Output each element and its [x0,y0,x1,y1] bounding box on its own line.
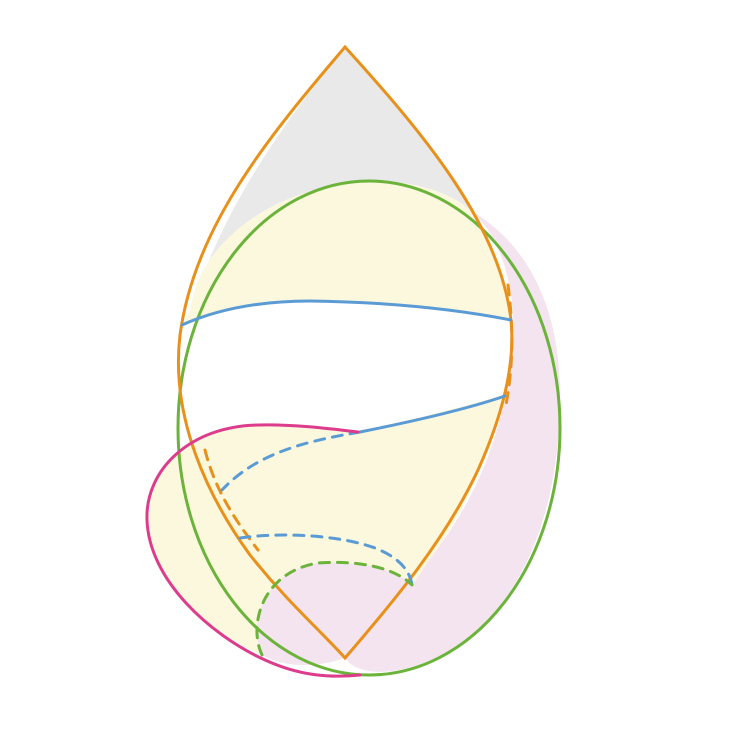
green-small-loop [255,560,414,657]
blue-small-loop [238,533,414,587]
orange-teardrop-curve [176,44,514,661]
blue-lower-arc [358,394,507,434]
magenta-lobe-curve [145,423,362,678]
grey-region [190,47,470,312]
region-fills [146,47,560,672]
pink-region [345,210,560,672]
curves [145,44,562,678]
white-band [178,302,512,450]
yellow-lower-region [146,394,506,655]
pink-lower-blob [256,562,412,666]
orange-dashed-right [503,283,514,412]
green-circle-curve [176,179,562,677]
yellow-upper-region [182,181,511,325]
blue-upper-arc [180,299,513,327]
orange-dashed-left [203,448,260,552]
blue-lower-arc-dashed [220,430,362,492]
